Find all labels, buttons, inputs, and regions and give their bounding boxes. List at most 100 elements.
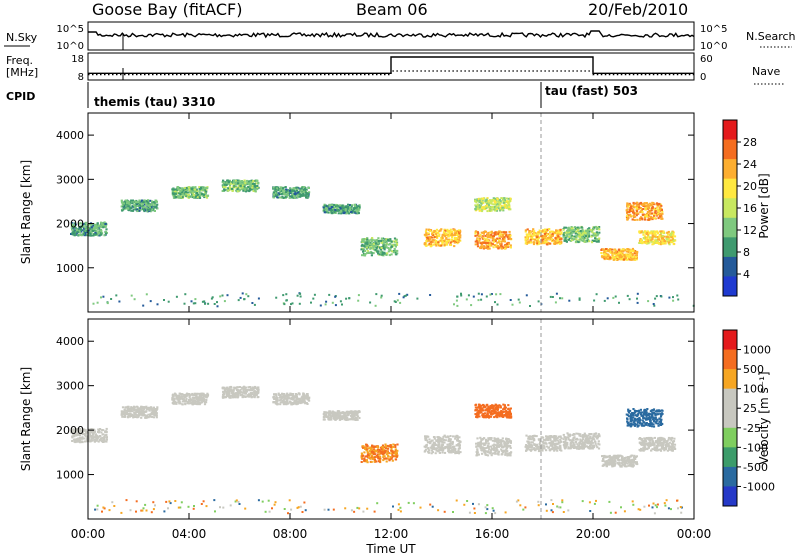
power-cell — [636, 301, 639, 304]
power-cell — [606, 297, 609, 300]
power-cell — [474, 234, 477, 237]
velocity-cell — [175, 401, 178, 404]
power-cell — [300, 189, 303, 192]
power-cell — [573, 229, 576, 232]
power-cell — [244, 182, 247, 185]
power-cell — [225, 188, 228, 191]
power-cell — [193, 191, 197, 193]
power-cell — [194, 188, 197, 191]
power-cell — [204, 187, 208, 190]
power-cell — [632, 206, 635, 209]
power-cell — [578, 227, 581, 230]
power-cell — [556, 236, 559, 239]
power-colorbar-tick-label: 12 — [743, 224, 757, 237]
power-cell — [605, 257, 608, 260]
power-cell — [133, 298, 136, 301]
power-cell — [490, 233, 493, 236]
power-cell — [660, 295, 663, 298]
power-cell — [357, 209, 360, 212]
power-cell — [663, 235, 666, 238]
power-cell — [444, 234, 447, 236]
power-cell — [302, 194, 305, 197]
power-cell — [331, 209, 334, 212]
power-cell — [371, 244, 374, 247]
power-cell — [355, 205, 358, 208]
power-cell — [139, 205, 142, 208]
power-cell — [495, 244, 498, 247]
power-cell — [554, 237, 557, 240]
velocity-cell — [174, 393, 177, 396]
power-cell — [668, 243, 671, 246]
power-cell — [631, 253, 634, 256]
power-cell — [508, 230, 511, 233]
power-cell — [557, 240, 561, 243]
power-cell — [355, 206, 358, 209]
velocity-cell — [135, 408, 138, 411]
power-cell — [603, 250, 606, 253]
power-cell — [330, 204, 334, 207]
velocity-cell — [379, 459, 382, 462]
velocity-cell — [294, 401, 297, 404]
power-cell — [353, 206, 356, 209]
power-cell — [651, 218, 654, 221]
power-cell — [360, 244, 363, 247]
power-cell — [506, 241, 509, 244]
nsearch-tick-bottom: 10^0 — [700, 41, 727, 52]
velocity-cell — [139, 412, 142, 414]
power-cell — [345, 297, 348, 300]
velocity-cell — [286, 400, 289, 403]
power-cell — [634, 215, 637, 218]
power-cell — [323, 208, 326, 211]
power-cell — [104, 225, 107, 228]
power-cell — [487, 232, 490, 235]
power-cell — [551, 233, 554, 236]
velocity-cell — [291, 398, 294, 401]
power-cell — [361, 238, 364, 241]
velocity-cell — [102, 439, 105, 442]
velocity-cell — [257, 391, 260, 394]
power-cell — [285, 188, 288, 191]
power-cell — [524, 236, 527, 239]
power-cell — [654, 211, 657, 214]
power-cell — [381, 246, 385, 249]
power-cell — [647, 234, 650, 237]
power-cell — [281, 192, 284, 195]
power-cell — [276, 193, 279, 196]
power-cell — [196, 190, 199, 193]
power-cell — [647, 206, 650, 209]
power-cell — [435, 234, 438, 237]
velocity-cell — [256, 387, 259, 390]
power-cell — [280, 193, 283, 195]
power-cell — [437, 231, 440, 234]
velocity-cell — [391, 454, 394, 456]
velocity-cell — [178, 400, 181, 403]
power-cell — [185, 186, 188, 189]
power-cell — [369, 241, 372, 244]
velocity-cell — [372, 448, 376, 451]
power-cell — [596, 227, 599, 229]
power-cell — [497, 207, 500, 210]
velocity-cell — [89, 430, 93, 433]
power-cell — [127, 205, 130, 208]
power-cell — [235, 181, 238, 184]
power-cell — [486, 245, 490, 248]
power-cell — [194, 302, 197, 305]
power-cell — [635, 212, 638, 215]
power-cell — [458, 232, 461, 235]
power-cell — [642, 208, 645, 210]
power-cell — [524, 230, 527, 233]
velocity-cell — [203, 394, 206, 396]
power-cell — [384, 240, 387, 242]
velocity-cell — [188, 400, 191, 403]
power-cell — [524, 242, 527, 245]
power-cell — [191, 193, 194, 196]
power-cell — [467, 294, 470, 297]
power-cell — [640, 239, 643, 242]
power-cell — [587, 232, 591, 235]
velocity-cell — [237, 391, 240, 394]
power-cell — [639, 217, 642, 220]
power-cell — [496, 202, 499, 205]
velocity-cell — [126, 409, 129, 412]
velocity-cell — [145, 416, 148, 419]
power-cell — [150, 208, 154, 211]
